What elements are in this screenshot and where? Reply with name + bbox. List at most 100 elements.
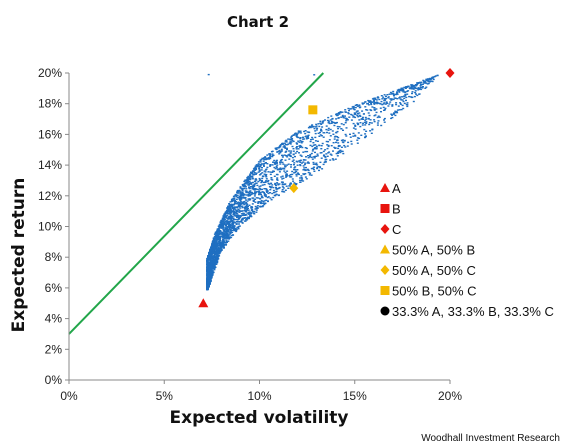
portfolio-point <box>359 115 362 117</box>
portfolio-point <box>377 102 380 104</box>
portfolio-point <box>300 177 303 179</box>
portfolio-point <box>212 244 215 246</box>
portfolio-point <box>289 152 292 154</box>
portfolio-point <box>264 156 267 158</box>
portfolio-point <box>225 232 227 234</box>
portfolio-point <box>275 186 277 189</box>
portfolio-point <box>293 182 296 184</box>
portfolio-point <box>363 128 366 131</box>
portfolio-point <box>207 284 210 287</box>
portfolio-point <box>219 242 222 244</box>
chart-title: Chart 2 <box>227 13 289 31</box>
portfolio-point <box>275 190 278 192</box>
portfolio-point <box>240 203 243 205</box>
portfolio-point <box>297 136 300 139</box>
portfolio-point <box>357 132 360 134</box>
portfolio-point <box>279 151 282 154</box>
portfolio-point <box>298 160 301 162</box>
portfolio-point <box>332 159 335 161</box>
portfolio-point <box>330 154 333 156</box>
portfolio-point <box>244 209 247 212</box>
portfolio-point <box>223 218 226 220</box>
portfolio-point <box>262 181 265 184</box>
portfolio-point <box>309 156 312 158</box>
portfolio-point <box>311 145 314 148</box>
portfolio-point <box>222 226 225 228</box>
portfolio-point <box>365 121 368 123</box>
portfolio-point <box>291 170 294 173</box>
portfolio-point <box>262 164 265 166</box>
portfolio-point <box>226 212 228 215</box>
portfolio-point <box>248 176 251 179</box>
portfolio-point <box>254 178 257 180</box>
portfolio-point <box>278 183 281 185</box>
portfolio-point <box>276 179 279 181</box>
portfolio-point <box>211 242 214 245</box>
portfolio-point <box>427 79 430 81</box>
portfolio-point <box>302 151 305 153</box>
portfolio-point <box>295 146 298 149</box>
portfolio-point <box>400 108 403 111</box>
portfolio-point <box>291 160 294 162</box>
portfolio-point <box>229 227 232 229</box>
portfolio-point <box>346 145 349 147</box>
portfolio-point <box>298 141 301 143</box>
portfolio-point <box>237 225 240 228</box>
portfolio-point <box>245 211 247 213</box>
portfolio-point <box>315 145 318 147</box>
portfolio-point <box>315 129 318 131</box>
portfolio-point <box>241 203 244 205</box>
portfolio-point <box>278 171 281 173</box>
portfolio-point <box>274 162 277 164</box>
portfolio-point <box>285 147 287 149</box>
portfolio-point <box>305 178 308 180</box>
portfolio-point <box>246 176 249 179</box>
portfolio-point <box>238 197 241 199</box>
portfolio-point <box>238 196 241 198</box>
portfolio-point <box>405 96 408 99</box>
portfolio-point <box>276 147 279 149</box>
portfolio-point <box>314 147 317 149</box>
portfolio-point <box>367 118 370 120</box>
portfolio-point <box>296 133 299 135</box>
portfolio-point <box>383 117 386 120</box>
portfolio-point <box>425 78 428 81</box>
portfolio-point <box>321 168 324 170</box>
portfolio-point <box>245 194 248 196</box>
portfolio-point <box>370 102 373 105</box>
y-tick-label: 20% <box>38 66 62 80</box>
portfolio-point <box>332 150 334 152</box>
portfolio-point <box>390 117 393 120</box>
portfolio-point <box>265 176 268 178</box>
portfolio-point <box>312 156 315 158</box>
portfolio-point <box>323 161 326 164</box>
portfolio-point <box>296 143 299 145</box>
portfolio-point <box>388 103 391 105</box>
portfolio-point <box>238 198 241 200</box>
portfolio-point <box>259 163 262 166</box>
portfolio-point <box>240 187 243 190</box>
portfolio-point <box>270 187 272 189</box>
portfolio-point <box>210 276 213 279</box>
portfolio-point <box>210 245 213 247</box>
portfolio-point <box>331 158 334 160</box>
portfolio-point <box>230 236 233 239</box>
portfolio-point <box>207 269 210 271</box>
portfolio-point <box>333 146 336 149</box>
portfolio-point <box>269 165 272 167</box>
portfolio-point <box>305 147 308 150</box>
portfolio-point <box>262 202 265 204</box>
portfolio-point <box>238 211 241 213</box>
portfolio-point <box>233 221 236 223</box>
portfolio-point <box>210 275 213 277</box>
portfolio-point <box>263 173 266 175</box>
portfolio-point <box>263 183 266 186</box>
portfolio-point <box>293 164 295 166</box>
portfolio-point <box>281 156 284 158</box>
portfolio-point <box>283 170 286 172</box>
portfolio-point <box>293 168 295 171</box>
portfolio-point <box>386 102 389 105</box>
portfolio-point <box>433 75 436 78</box>
portfolio-point <box>369 130 372 132</box>
portfolio-point <box>216 256 219 259</box>
